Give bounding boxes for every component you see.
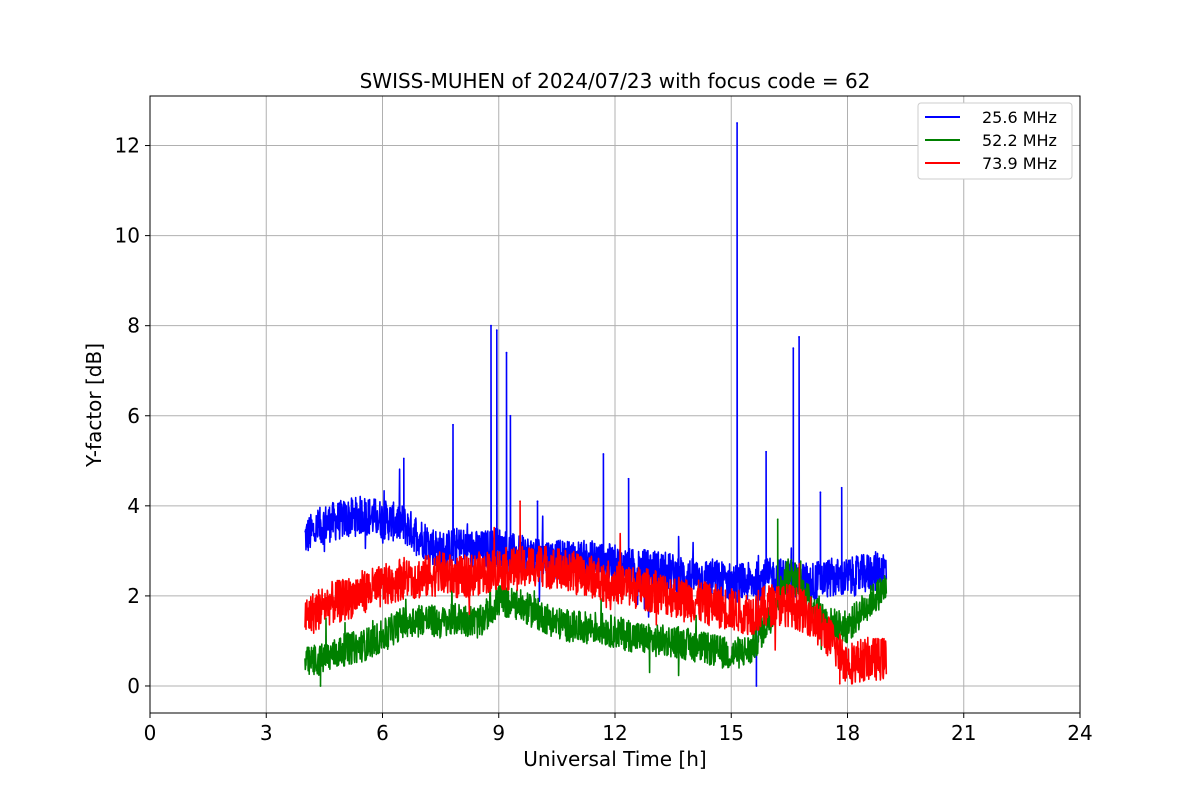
x-tick-label-6: 6	[376, 721, 389, 745]
series-extreme-point-52-2-mhz-1	[319, 685, 322, 687]
series-extreme-point-25-6-mhz-1	[452, 423, 454, 426]
x-tick-label-24: 24	[1067, 721, 1092, 745]
x-axis-title: Universal Time [h]	[523, 747, 706, 771]
y-tick-label-4: 4	[127, 494, 140, 518]
y-tick-label-8: 8	[127, 314, 140, 338]
y-axis-ticks: 0 2 4 6 8 10 12	[115, 134, 150, 698]
x-tick-label-18: 18	[835, 721, 860, 745]
series-extreme-point-73-9-mhz-0	[519, 500, 521, 503]
series-layer	[304, 122, 888, 687]
series-extreme-point-25-6-mhz-11	[792, 347, 795, 350]
x-tick-label-0: 0	[144, 721, 157, 745]
series-extreme-point-25-6-mhz-10	[765, 450, 768, 453]
y-tick-label-6: 6	[127, 404, 140, 428]
y-tick-label-12: 12	[115, 134, 140, 158]
series-extreme-point-25-6-mhz-12	[798, 336, 800, 338]
series-extreme-point-25-6-mhz-15	[755, 685, 758, 687]
series-extreme-point-25-6-mhz-5	[509, 414, 512, 417]
series-extreme-point-25-6-mhz-0	[402, 457, 405, 460]
y-tick-label-2: 2	[127, 584, 140, 608]
x-axis-ticks: 0 3 6 9 12 15 18 21 24	[144, 713, 1093, 745]
series-extreme-point-52-2-mhz-0	[776, 518, 779, 521]
legend-box	[917, 102, 1073, 180]
legend-label-73-9: 73.9 MHz	[982, 154, 1057, 173]
x-tick-label-3: 3	[260, 721, 273, 745]
series-extreme-point-25-6-mhz-7	[602, 453, 605, 455]
legend-label-52-2: 52.2 MHz	[982, 131, 1057, 150]
series-extreme-point-25-6-mhz-3	[495, 329, 498, 332]
y-axis-title: Y-factor [dB]	[82, 343, 106, 468]
series-extreme-point-25-6-mhz-9	[736, 122, 738, 124]
chart-title: SWISS-MUHEN of 2024/07/23 with focus cod…	[360, 69, 871, 93]
series-extreme-point-25-6-mhz-4	[505, 351, 508, 354]
y-tick-label-0: 0	[127, 674, 140, 698]
y-tick-label-10: 10	[115, 224, 140, 248]
legend-label-25-6: 25.6 MHz	[982, 108, 1057, 127]
series-73-9-mhz	[304, 500, 888, 685]
x-tick-label-12: 12	[602, 721, 627, 745]
series-extreme-point-25-6-mhz-6	[536, 500, 539, 503]
legend: 25.6 MHz 52.2 MHz 73.9 MHz	[917, 102, 1073, 180]
x-tick-label-21: 21	[951, 721, 976, 745]
x-tick-label-9: 9	[492, 721, 505, 745]
series-line-73-9-mhz	[304, 500, 888, 685]
series-extreme-point-73-9-mhz-1	[838, 682, 841, 685]
series-extreme-point-25-6-mhz-2	[490, 324, 492, 327]
series-extreme-point-25-6-mhz-13	[819, 491, 822, 494]
series-extreme-point-25-6-mhz-14	[840, 486, 843, 489]
x-tick-label-15: 15	[719, 721, 744, 745]
series-extreme-point-25-6-mhz-8	[627, 477, 630, 480]
